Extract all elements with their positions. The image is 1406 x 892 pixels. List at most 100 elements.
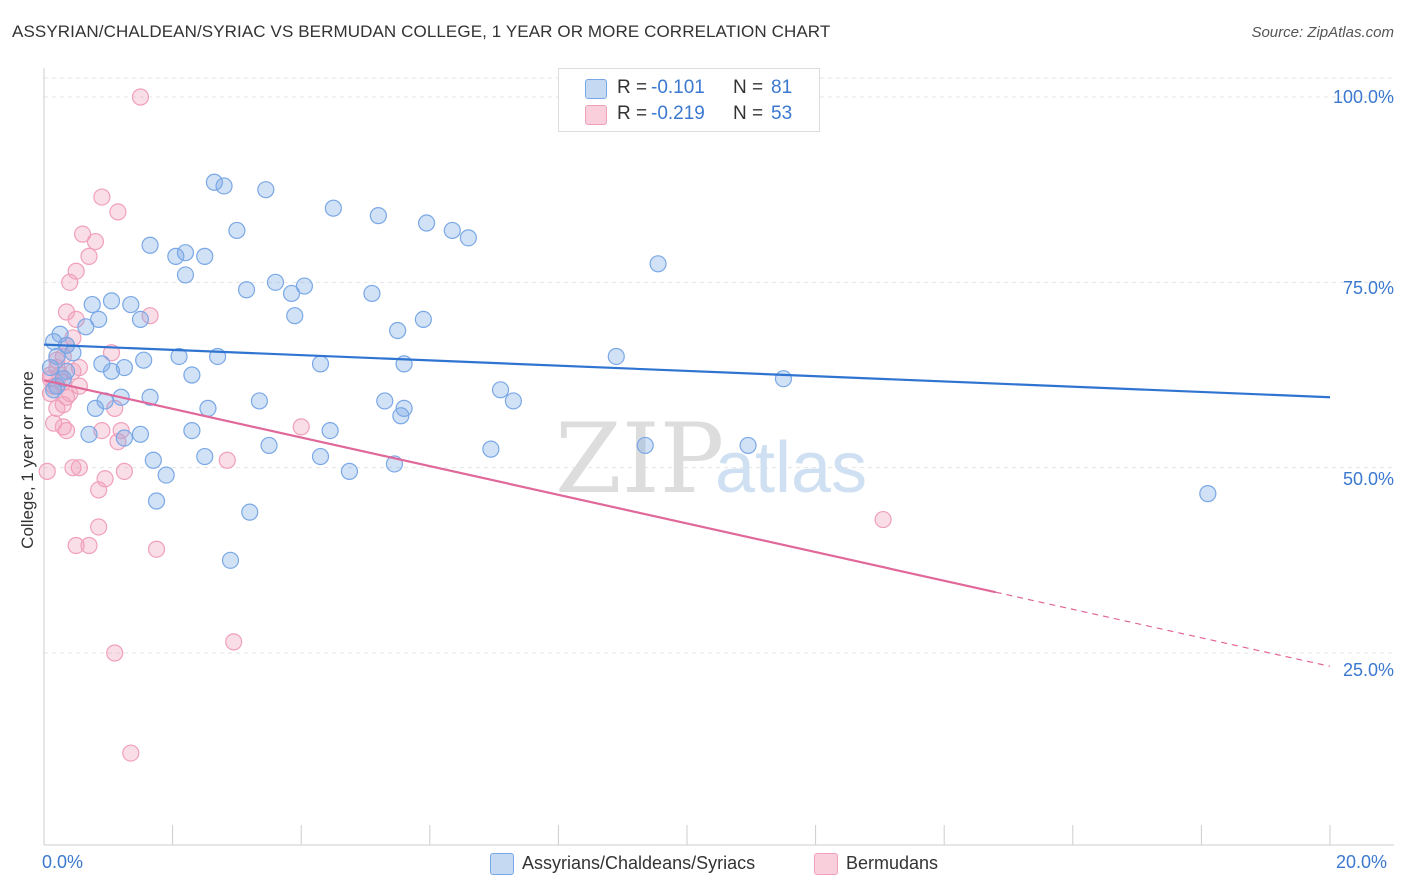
- assyrians-point: [282, 284, 301, 303]
- assyrians-point: [228, 221, 246, 240]
- assyrians-point: [115, 358, 133, 377]
- bermudans-point: [90, 518, 108, 536]
- assyrians-point: [170, 347, 188, 366]
- assyrians-point: [443, 221, 461, 240]
- legend-n-value: 53: [771, 103, 793, 124]
- assyrians-point: [241, 503, 259, 521]
- legend-r-label: R =: [617, 103, 648, 124]
- assyrians-point: [376, 392, 394, 410]
- legend-r-value: -0.101: [651, 77, 705, 98]
- legend-swatch-pink: [814, 853, 838, 875]
- assyrians-point: [369, 207, 387, 225]
- bermudans-point: [218, 451, 236, 469]
- trend-line-bermudans-extension: [995, 591, 1331, 667]
- assyrians-point: [167, 247, 185, 265]
- assyrians-point: [649, 255, 667, 273]
- assyrians-point: [77, 318, 95, 336]
- assyrians-point: [286, 307, 304, 325]
- assyrians-point: [250, 392, 269, 410]
- bermudans-point: [874, 510, 892, 529]
- assyrians-point: [221, 551, 240, 569]
- legend-label-assyrians: Assyrians/Chaldeans/Syriacs: [522, 853, 756, 873]
- watermark: ZIP atlas: [555, 403, 867, 515]
- bermudans-point: [93, 188, 111, 206]
- bermudans-point: [45, 414, 63, 432]
- bermudans-point: [61, 273, 79, 291]
- bermudans-point: [70, 459, 88, 477]
- assyrians-point: [491, 381, 510, 399]
- bermudans-point: [109, 203, 127, 221]
- bermudans-point: [86, 232, 105, 251]
- assyrians-point: [257, 181, 275, 199]
- bermudans-point: [93, 422, 111, 440]
- bermudans-point: [80, 536, 98, 555]
- legend-n-value: 81: [771, 77, 793, 98]
- legend-r-value: -0.219: [651, 103, 705, 124]
- bermudans-point: [70, 358, 88, 377]
- assyrians-point: [41, 358, 60, 377]
- assyrians-point: [102, 362, 121, 380]
- assyrians-point: [199, 399, 217, 417]
- assyrians-point: [64, 344, 82, 362]
- y-tick-label: 25.0%: [1342, 660, 1394, 680]
- gridlines: [44, 77, 1394, 654]
- assyrians-point: [459, 229, 477, 247]
- bermudans-point: [90, 481, 108, 499]
- bermudans-point: [147, 540, 166, 558]
- assyrians-point: [607, 347, 625, 366]
- legend-label-bermudans: Bermudans: [846, 853, 939, 873]
- assyrians-point: [389, 321, 407, 340]
- bermudans-point: [64, 459, 82, 477]
- assyrians-point: [1199, 485, 1217, 503]
- axes: [43, 68, 1394, 846]
- bermudans-point: [48, 399, 66, 417]
- correlation-legend: R = -0.101 N = 81 R = -0.219 N = 53: [558, 68, 820, 132]
- legend-n-label: N =: [733, 103, 764, 124]
- assyrians-point: [311, 355, 330, 373]
- assyrians-point: [135, 351, 153, 369]
- assyrians-point: [205, 173, 223, 191]
- x-tick-max: 20.0%: [1336, 852, 1388, 872]
- assyrians-point: [266, 273, 285, 291]
- assyrians-point: [237, 281, 256, 299]
- y-tick-label: 100.0%: [1332, 87, 1394, 107]
- bermudans-point: [73, 225, 92, 243]
- assyrians-point: [90, 310, 108, 328]
- bermudans-point: [67, 536, 85, 555]
- assyrians-point: [102, 292, 121, 310]
- legend-swatch-blue: [585, 79, 607, 99]
- bermudans-point: [57, 422, 76, 440]
- assyrians-point: [141, 236, 159, 254]
- assyrians-point: [196, 447, 214, 466]
- assyrians-point: [414, 310, 432, 328]
- legend-swatch-pink: [585, 105, 607, 125]
- assyrians-point: [122, 295, 140, 314]
- assyrians-point: [131, 310, 150, 328]
- assyrians-point: [636, 436, 654, 455]
- y-tick-label: 75.0%: [1342, 278, 1394, 298]
- assyrians-point: [363, 284, 381, 303]
- assyrians-point: [115, 429, 133, 447]
- bermudans-point: [80, 247, 98, 265]
- assyrians-point: [141, 388, 159, 406]
- assyrians-point: [324, 199, 342, 217]
- watermark-zip: ZIP: [555, 403, 724, 515]
- assyrians-point: [196, 247, 214, 265]
- assyrians-point: [183, 422, 201, 440]
- assyrians-point: [157, 466, 175, 484]
- bermudans-point: [122, 744, 140, 762]
- legend-swatch-blue: [490, 853, 514, 875]
- assyrians-point: [417, 214, 436, 232]
- assyrians-point: [739, 436, 757, 455]
- assyrians-point: [774, 370, 793, 388]
- assyrians-point: [176, 244, 195, 262]
- bermudans-point: [292, 418, 310, 436]
- assyrians-point: [215, 177, 233, 195]
- assyrians-point: [260, 436, 278, 455]
- assyrians-point: [482, 440, 500, 458]
- assyrians-point: [131, 425, 150, 443]
- bermudans-point: [38, 462, 56, 480]
- bermudans-point: [225, 633, 243, 651]
- legend-r-label: R =: [617, 77, 648, 98]
